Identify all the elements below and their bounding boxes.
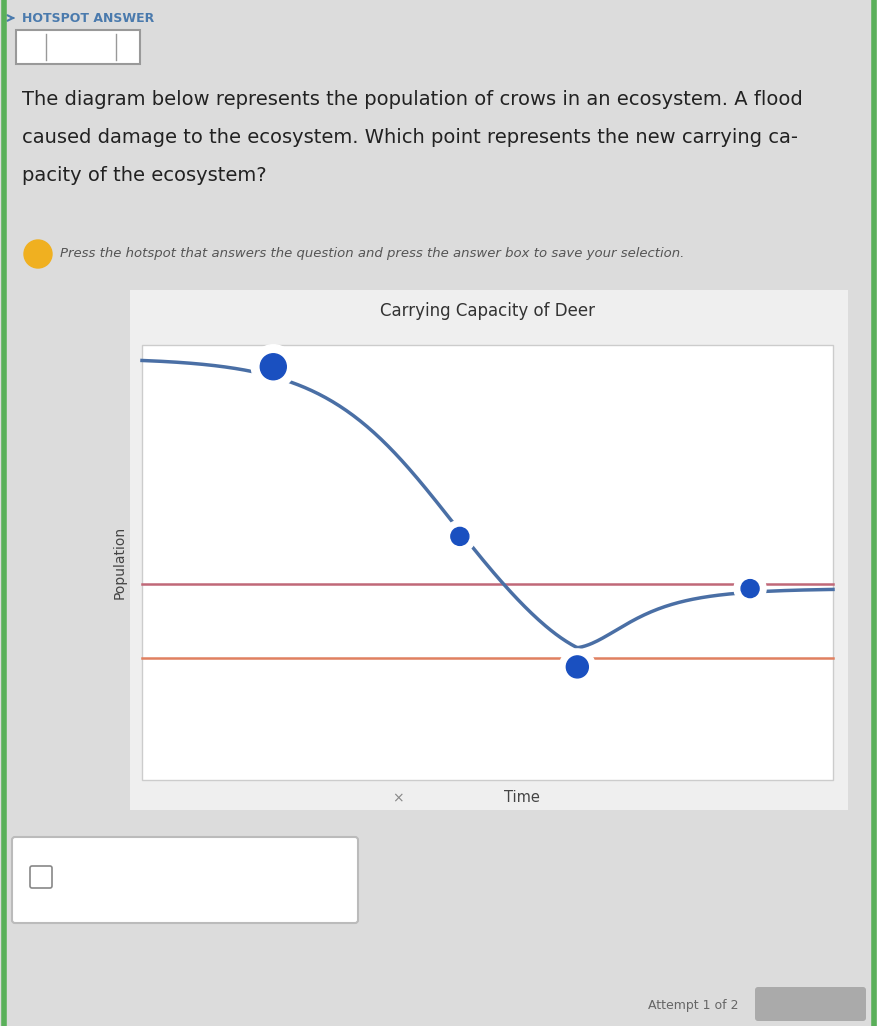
Text: Time: Time: [503, 790, 539, 805]
Circle shape: [733, 573, 766, 604]
Text: caused damage to the ecosystem. Which point represents the new carrying ca-: caused damage to the ecosystem. Which po…: [22, 128, 797, 147]
Text: pacity of the ecosystem?: pacity of the ecosystem?: [22, 166, 267, 185]
FancyBboxPatch shape: [130, 290, 847, 810]
FancyBboxPatch shape: [30, 866, 52, 887]
Circle shape: [24, 240, 52, 268]
Text: Population: Population: [113, 526, 127, 599]
Text: Press the hotspot that answers the question and press the answer box to save you: Press the hotspot that answers the quest…: [60, 247, 683, 261]
Text: Attempt 1 of 2: Attempt 1 of 2: [647, 999, 738, 1013]
Circle shape: [444, 520, 475, 552]
Circle shape: [740, 580, 759, 597]
Circle shape: [260, 354, 286, 380]
Circle shape: [251, 345, 295, 389]
FancyBboxPatch shape: [754, 987, 865, 1021]
Text: HOTSPOT ANSWER: HOTSPOT ANSWER: [22, 11, 154, 25]
FancyBboxPatch shape: [16, 30, 139, 64]
Circle shape: [451, 527, 468, 546]
Text: Answer: Answer: [60, 870, 111, 884]
Text: The diagram below represents the population of crows in an ecosystem. A flood: The diagram below represents the populat…: [22, 90, 802, 109]
Text: Submit: Submit: [783, 997, 837, 1011]
Text: Carrying Capacity of Deer: Carrying Capacity of Deer: [380, 302, 595, 320]
Circle shape: [559, 648, 595, 685]
Text: Listen: Listen: [61, 40, 102, 54]
Circle shape: [566, 656, 588, 678]
FancyBboxPatch shape: [142, 345, 832, 780]
Text: ×: ×: [391, 791, 403, 805]
FancyBboxPatch shape: [12, 837, 358, 923]
